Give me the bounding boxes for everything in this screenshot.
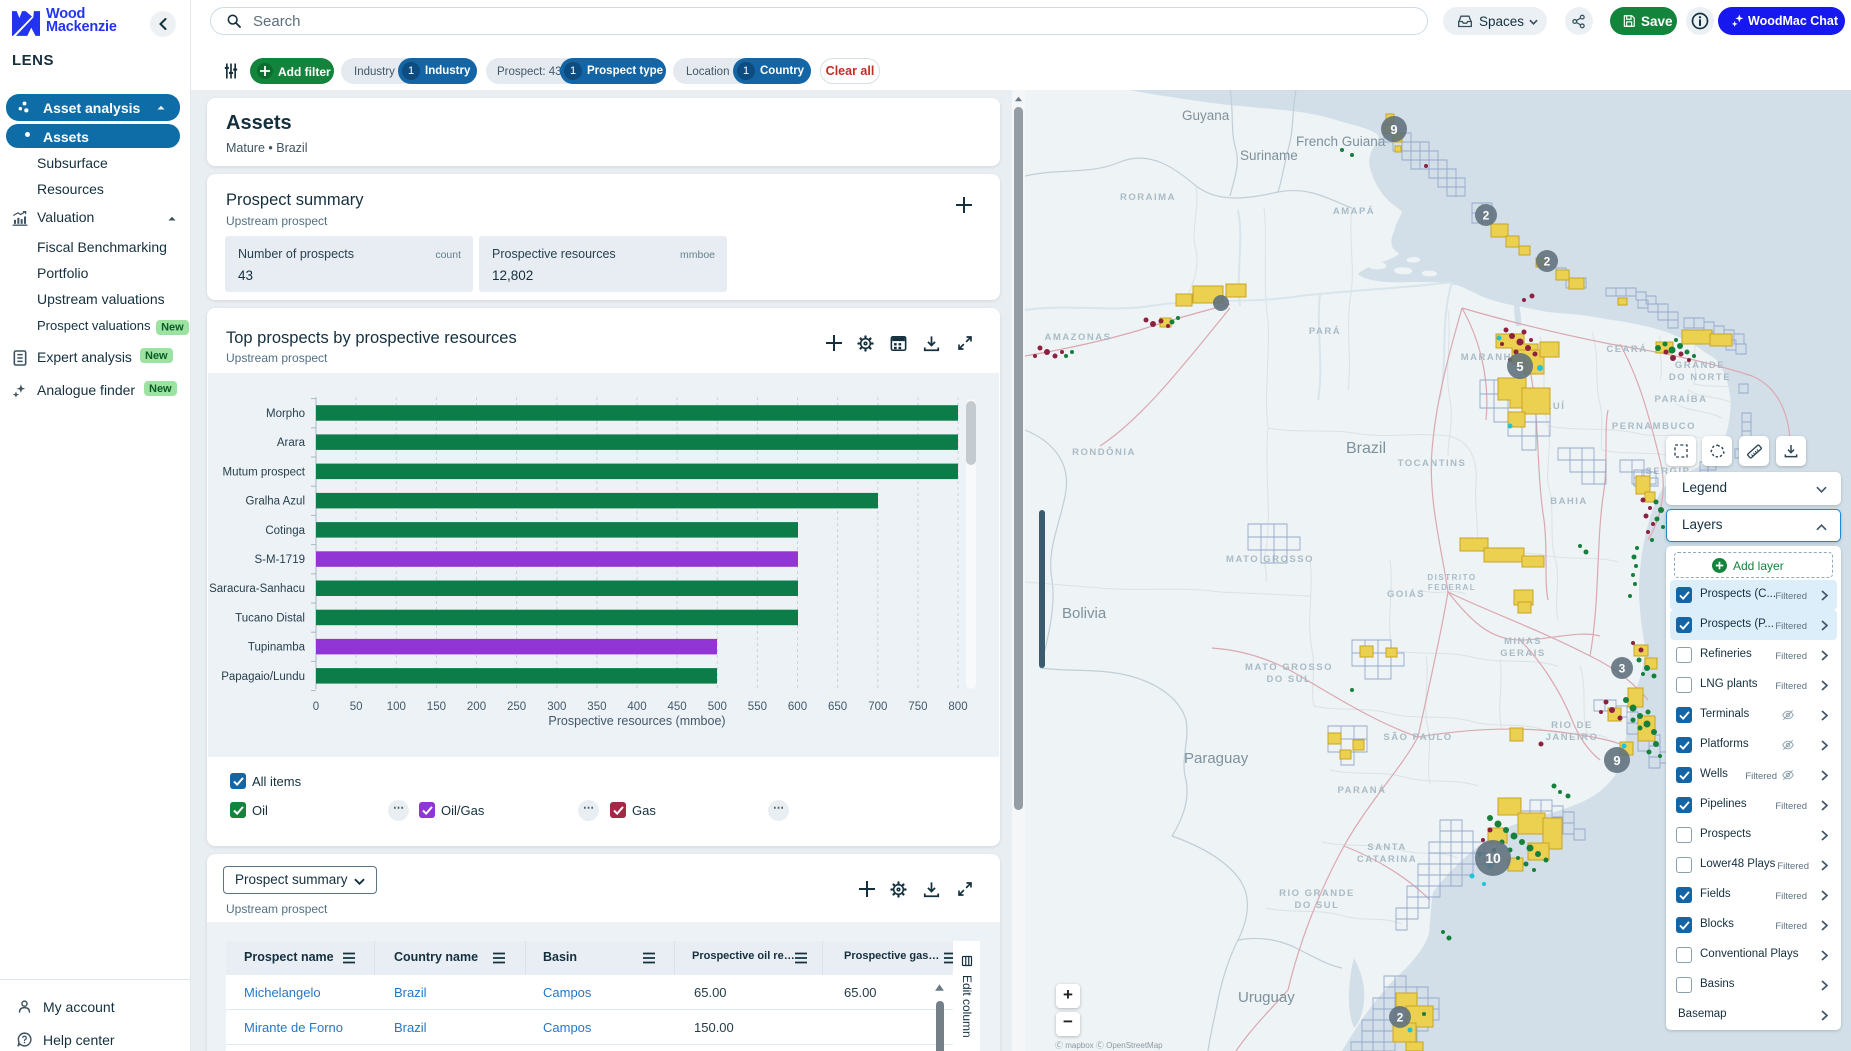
- svg-text:600: 600: [788, 701, 807, 713]
- svg-text:Morpho: Morpho: [266, 408, 305, 420]
- svg-text:PARAÍBA: PARAÍBA: [1654, 394, 1707, 405]
- svg-text:MARANHÃO: MARANHÃO: [1461, 352, 1529, 363]
- svg-text:JANEIRO: JANEIRO: [1546, 732, 1599, 743]
- svg-text:DISTRITO: DISTRITO: [1427, 573, 1476, 582]
- svg-text:650: 650: [828, 701, 847, 713]
- svg-text:TOCANTINS: TOCANTINS: [1398, 458, 1467, 469]
- svg-text:RIO GRANDE: RIO GRANDE: [1279, 888, 1355, 899]
- svg-text:0: 0: [313, 701, 319, 713]
- svg-text:Gralha Azul: Gralha Azul: [246, 496, 305, 508]
- svg-text:PARÁ: PARÁ: [1309, 326, 1341, 337]
- svg-text:RIO DE: RIO DE: [1551, 720, 1593, 731]
- svg-text:5: 5: [1516, 359, 1523, 374]
- svg-text:RORAIMA: RORAIMA: [1120, 192, 1176, 203]
- svg-text:GERAIS: GERAIS: [1500, 648, 1545, 659]
- svg-text:450: 450: [668, 701, 687, 713]
- svg-text:AMAZONAS: AMAZONAS: [1045, 332, 1112, 343]
- svg-text:Paraguay: Paraguay: [1184, 750, 1249, 767]
- svg-text:300: 300: [547, 701, 566, 713]
- svg-text:Uruguay: Uruguay: [1238, 989, 1295, 1006]
- svg-text:10: 10: [1485, 850, 1501, 866]
- svg-text:Papagaio/Lundu: Papagaio/Lundu: [221, 671, 305, 683]
- svg-text:3: 3: [1619, 662, 1626, 676]
- svg-text:150: 150: [427, 701, 446, 713]
- svg-text:Arara: Arara: [277, 437, 306, 449]
- svg-text:9: 9: [1390, 122, 1397, 137]
- svg-text:550: 550: [748, 701, 767, 713]
- svg-text:500: 500: [708, 701, 727, 713]
- svg-text:MATO GROSSO: MATO GROSSO: [1226, 554, 1314, 565]
- svg-text:2: 2: [1397, 1011, 1404, 1025]
- svg-text:100: 100: [387, 701, 406, 713]
- svg-text:SÃO PAULO: SÃO PAULO: [1383, 732, 1452, 743]
- svg-text:DO SUL: DO SUL: [1295, 900, 1340, 911]
- svg-text:CATARINA: CATARINA: [1357, 854, 1417, 865]
- svg-text:Prospective resources (mmboe): Prospective resources (mmboe): [548, 714, 725, 728]
- svg-text:Tucano Distal: Tucano Distal: [235, 612, 305, 624]
- svg-text:800: 800: [948, 701, 967, 713]
- svg-text:Tupinamba: Tupinamba: [248, 642, 306, 654]
- svg-text:CEARÁ: CEARÁ: [1606, 344, 1647, 355]
- svg-text:Mutum prospect: Mutum prospect: [223, 466, 306, 478]
- svg-text:Bolivia: Bolivia: [1062, 605, 1107, 622]
- svg-text:Cotinga: Cotinga: [265, 525, 305, 537]
- svg-text:PERNAMBUCO: PERNAMBUCO: [1612, 421, 1696, 432]
- svg-text:350: 350: [587, 701, 606, 713]
- svg-text:S-M-1719: S-M-1719: [255, 554, 306, 566]
- svg-text:MATO GROSSO: MATO GROSSO: [1245, 662, 1333, 673]
- svg-text:Brazil: Brazil: [1346, 440, 1386, 457]
- svg-text:700: 700: [868, 701, 887, 713]
- svg-text:2: 2: [1544, 255, 1551, 269]
- svg-text:French Guiana: French Guiana: [1296, 134, 1386, 149]
- svg-text:2: 2: [1483, 209, 1490, 223]
- svg-text:DO SUL: DO SUL: [1267, 674, 1312, 685]
- svg-text:BAHIA: BAHIA: [1550, 496, 1588, 507]
- svg-text:AMAPÁ: AMAPÁ: [1333, 206, 1375, 217]
- svg-text:200: 200: [467, 701, 486, 713]
- svg-text:Suriname: Suriname: [1240, 148, 1298, 163]
- svg-text:PARANÁ: PARANÁ: [1338, 785, 1387, 796]
- svg-text:750: 750: [908, 701, 927, 713]
- svg-text:Saracura-Sanhacu: Saracura-Sanhacu: [209, 583, 305, 595]
- svg-text:400: 400: [627, 701, 646, 713]
- svg-text:9: 9: [1613, 753, 1620, 768]
- svg-text:SANTA: SANTA: [1367, 842, 1407, 853]
- svg-text:250: 250: [507, 701, 526, 713]
- svg-text:SERGIP: SERGIP: [1646, 466, 1691, 477]
- svg-text:MINAS: MINAS: [1504, 636, 1542, 647]
- svg-text:RONDÔNIA: RONDÔNIA: [1072, 446, 1136, 458]
- svg-text:GOIÁS: GOIÁS: [1387, 589, 1425, 600]
- svg-text:GRANDE: GRANDE: [1675, 360, 1725, 371]
- svg-text:FEDERAL: FEDERAL: [1428, 583, 1476, 592]
- svg-text:Guyana: Guyana: [1182, 108, 1230, 123]
- svg-text:50: 50: [350, 701, 363, 713]
- svg-text:DO NORTE: DO NORTE: [1669, 372, 1731, 383]
